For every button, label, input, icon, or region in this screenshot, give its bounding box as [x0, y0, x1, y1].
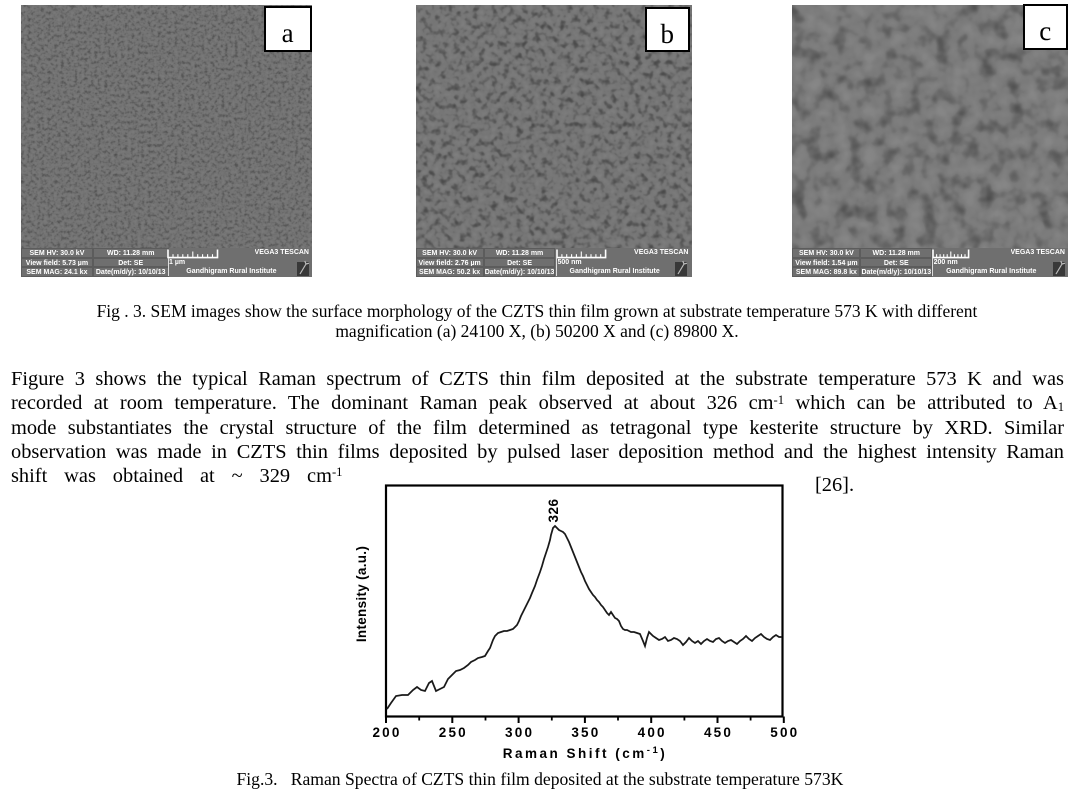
svg-text:326: 326: [546, 498, 561, 522]
svg-text:350: 350: [571, 725, 600, 740]
svg-text:400: 400: [638, 725, 667, 740]
svg-text:200: 200: [372, 725, 401, 740]
svg-text:300: 300: [505, 725, 534, 740]
svg-text:Intensity (a.u.): Intensity (a.u.): [354, 546, 369, 642]
svg-text:450: 450: [704, 725, 733, 740]
svg-text:500: 500: [770, 725, 799, 740]
svg-text:250: 250: [439, 725, 468, 740]
svg-text:Raman Shift (cm-1): Raman Shift (cm-1): [503, 745, 667, 761]
